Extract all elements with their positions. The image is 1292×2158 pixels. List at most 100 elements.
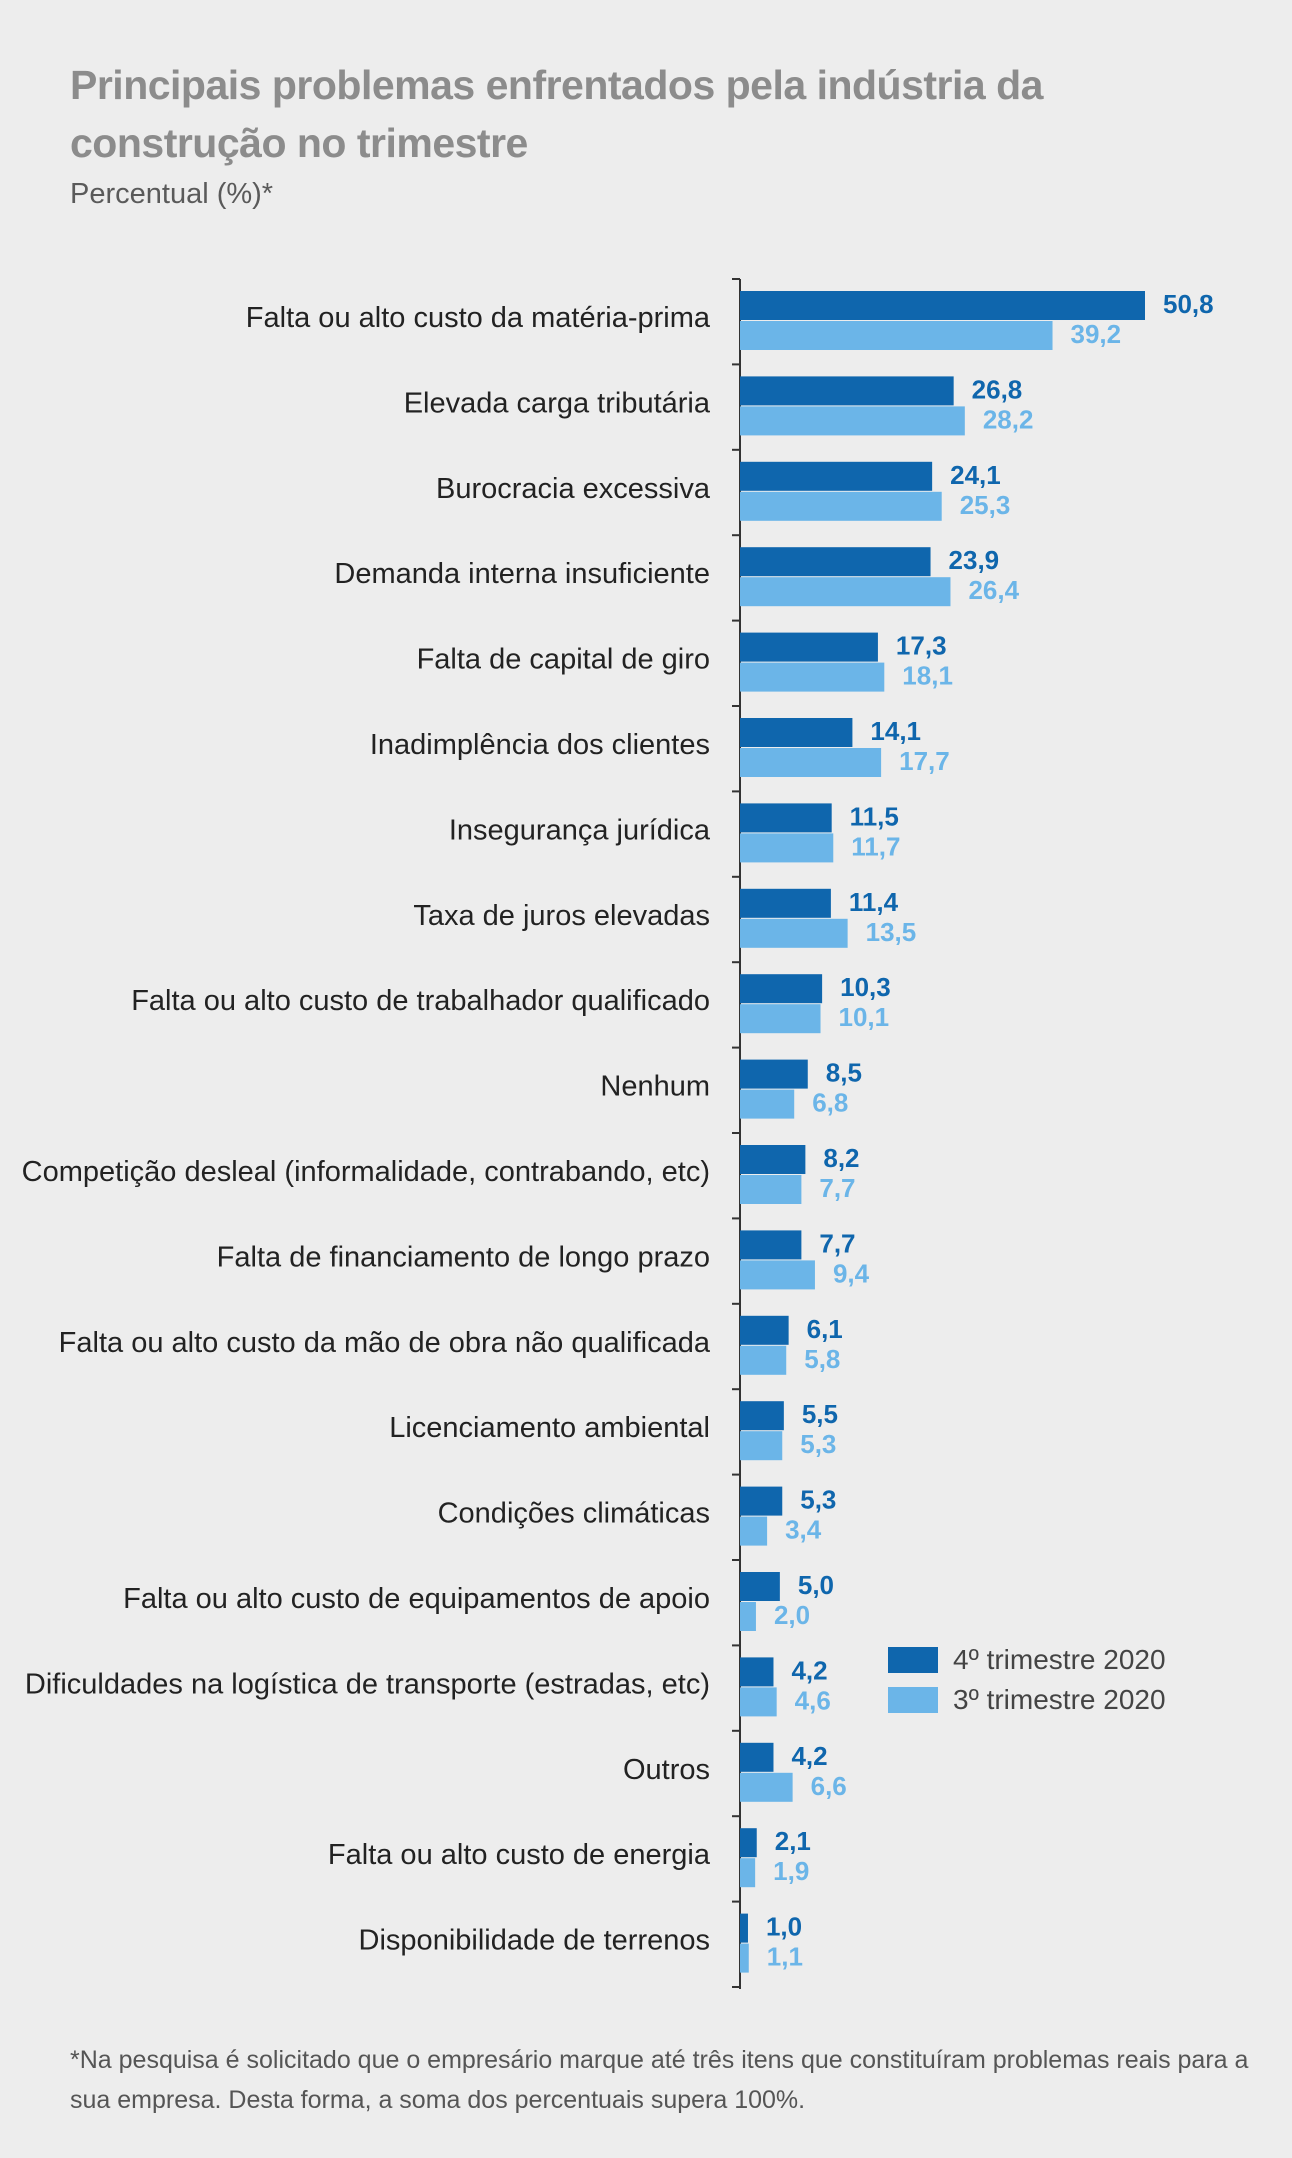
- data-label-4-trimestre: 1,0: [766, 1912, 802, 1942]
- category-label: Falta de capital de giro: [417, 644, 710, 676]
- data-label-4-trimestre: 23,9: [949, 545, 1000, 575]
- data-label-3-trimestre: 1,1: [767, 1942, 803, 1972]
- data-label-4-trimestre: 8,2: [823, 1143, 859, 1173]
- bar-4-trimestre: [740, 632, 878, 662]
- category-label: Licenciamento ambiental: [389, 1412, 710, 1444]
- data-label-3-trimestre: 28,2: [983, 404, 1034, 434]
- data-label-4-trimestre: 10,3: [840, 972, 891, 1002]
- bar-3-trimestre: [740, 1089, 795, 1119]
- bar-4-trimestre: [740, 1572, 780, 1601]
- category-label: Outros: [623, 1754, 710, 1786]
- data-label-3-trimestre: 10,1: [839, 1002, 890, 1032]
- category-label: Elevada carga tributária: [404, 387, 711, 419]
- category-label: Falta ou alto custo da mão de obra não q…: [59, 1327, 711, 1359]
- data-label-4-trimestre: 5,0: [798, 1570, 834, 1600]
- data-label-3-trimestre: 26,4: [968, 575, 1019, 605]
- bar-3-trimestre: [740, 1345, 787, 1375]
- category-label: Taxa de juros elevadas: [413, 900, 710, 932]
- category-label: Demanda interna insuficiente: [334, 558, 710, 590]
- bar-3-trimestre: [740, 491, 942, 521]
- data-label-3-trimestre: 6,6: [811, 1771, 847, 1801]
- bar-3-trimestre: [740, 1772, 793, 1802]
- legend-swatch-3-trimestre: [888, 1687, 938, 1713]
- data-label-3-trimestre: 11,7: [851, 831, 900, 861]
- category-label: Inadimplência dos clientes: [370, 729, 710, 761]
- legend-swatch-4-trimestre: [888, 1647, 938, 1673]
- bar-4-trimestre: [740, 376, 954, 406]
- category-label: Falta ou alto custo de trabalhador quali…: [131, 985, 710, 1017]
- data-label-4-trimestre: 2,1: [775, 1826, 811, 1856]
- bar-3-trimestre: [740, 321, 1053, 350]
- bar-3-trimestre: [740, 918, 848, 948]
- bar-3-trimestre: [740, 662, 885, 692]
- bar-4-trimestre: [740, 1828, 757, 1858]
- bar-3-trimestre: [740, 1175, 802, 1204]
- bar-3-trimestre: [740, 406, 965, 436]
- bar-3-trimestre: [740, 1260, 815, 1290]
- footnote: *Na pesquisa é solicitado que o empresár…: [70, 2046, 1249, 2114]
- bar-4-trimestre: [740, 1401, 784, 1431]
- bar-chart: Falta ou alto custo da matéria-prima 50,8…: [22, 278, 1214, 1989]
- category-label: Falta ou alto custo de equipamentos de a…: [123, 1583, 710, 1615]
- bar-3-trimestre: [740, 577, 951, 607]
- legend-label-4-trimestre: 4º trimestre 2020: [953, 1644, 1166, 1675]
- data-label-3-trimestre: 7,7: [819, 1173, 855, 1203]
- data-label-4-trimestre: 11,4: [849, 887, 899, 917]
- legend-label-3-trimestre: 3º trimestre 2020: [953, 1684, 1166, 1715]
- bar-4-trimestre: [740, 974, 823, 1004]
- data-label-3-trimestre: 4,6: [795, 1685, 831, 1715]
- data-label-3-trimestre: 6,8: [812, 1088, 848, 1118]
- category-label: Falta de financiamento de longo prazo: [217, 1241, 710, 1273]
- bar-4-trimestre: [740, 291, 1145, 320]
- bar-4-trimestre: [740, 1657, 774, 1687]
- data-label-3-trimestre: 5,8: [804, 1344, 840, 1374]
- data-label-4-trimestre: 24,1: [950, 460, 1001, 490]
- bar-4-trimestre: [740, 1059, 808, 1089]
- category-label: Competição desleal (informalidade, contr…: [22, 1156, 710, 1188]
- data-label-3-trimestre: 17,7: [899, 746, 950, 776]
- bar-4-trimestre: [740, 888, 831, 918]
- bar-3-trimestre: [740, 1602, 756, 1631]
- bar-4-trimestre: [740, 1742, 774, 1772]
- category-label: Burocracia excessiva: [436, 473, 711, 505]
- data-label-3-trimestre: 39,2: [1071, 319, 1122, 349]
- bar-3-trimestre: [740, 1004, 821, 1034]
- bar-4-trimestre: [740, 1315, 789, 1345]
- category-label: Condições climáticas: [438, 1498, 710, 1530]
- data-label-3-trimestre: 3,4: [785, 1515, 822, 1545]
- category-label: Insegurança jurídica: [449, 814, 711, 846]
- data-label-3-trimestre: 13,5: [866, 917, 917, 947]
- bar-4-trimestre: [740, 1145, 806, 1174]
- bar-4-trimestre: [740, 547, 931, 577]
- data-label-4-trimestre: 4,2: [791, 1741, 827, 1771]
- category-label: Falta ou alto custo da matéria-prima: [246, 302, 711, 334]
- data-label-4-trimestre: 17,3: [896, 631, 947, 661]
- category-label: Nenhum: [600, 1071, 710, 1103]
- bar-3-trimestre: [740, 833, 834, 863]
- data-label-3-trimestre: 2,0: [774, 1600, 810, 1630]
- bar-3-trimestre: [740, 1858, 756, 1888]
- chart-title: Principais problemas enfrentados pela in…: [70, 62, 1043, 166]
- data-label-4-trimestre: 50,8: [1163, 289, 1214, 319]
- data-label-4-trimestre: 5,5: [802, 1399, 838, 1429]
- data-label-4-trimestre: 14,1: [870, 716, 921, 746]
- data-label-4-trimestre: 11,5: [850, 801, 899, 831]
- data-label-3-trimestre: 5,3: [800, 1429, 836, 1459]
- bar-3-trimestre: [740, 1943, 749, 1973]
- data-label-4-trimestre: 7,7: [819, 1228, 855, 1258]
- category-label: Falta ou alto custo de energia: [328, 1839, 711, 1871]
- bar-3-trimestre: [740, 1516, 768, 1546]
- data-label-4-trimestre: 5,3: [800, 1485, 836, 1515]
- bar-4-trimestre: [740, 1230, 802, 1260]
- bar-4-trimestre: [740, 718, 853, 747]
- chart-subtitle: Percentual (%)*: [70, 178, 274, 210]
- bar-4-trimestre: [740, 1913, 748, 1943]
- bar-3-trimestre: [740, 1431, 783, 1461]
- bar-4-trimestre: [740, 803, 832, 833]
- data-label-3-trimestre: 1,9: [773, 1856, 809, 1886]
- data-label-3-trimestre: 25,3: [960, 490, 1011, 520]
- data-label-3-trimestre: 18,1: [902, 661, 953, 691]
- data-label-4-trimestre: 6,1: [807, 1314, 843, 1344]
- data-label-4-trimestre: 8,5: [826, 1058, 862, 1088]
- category-label: Dificuldades na logística de transporte …: [25, 1668, 710, 1700]
